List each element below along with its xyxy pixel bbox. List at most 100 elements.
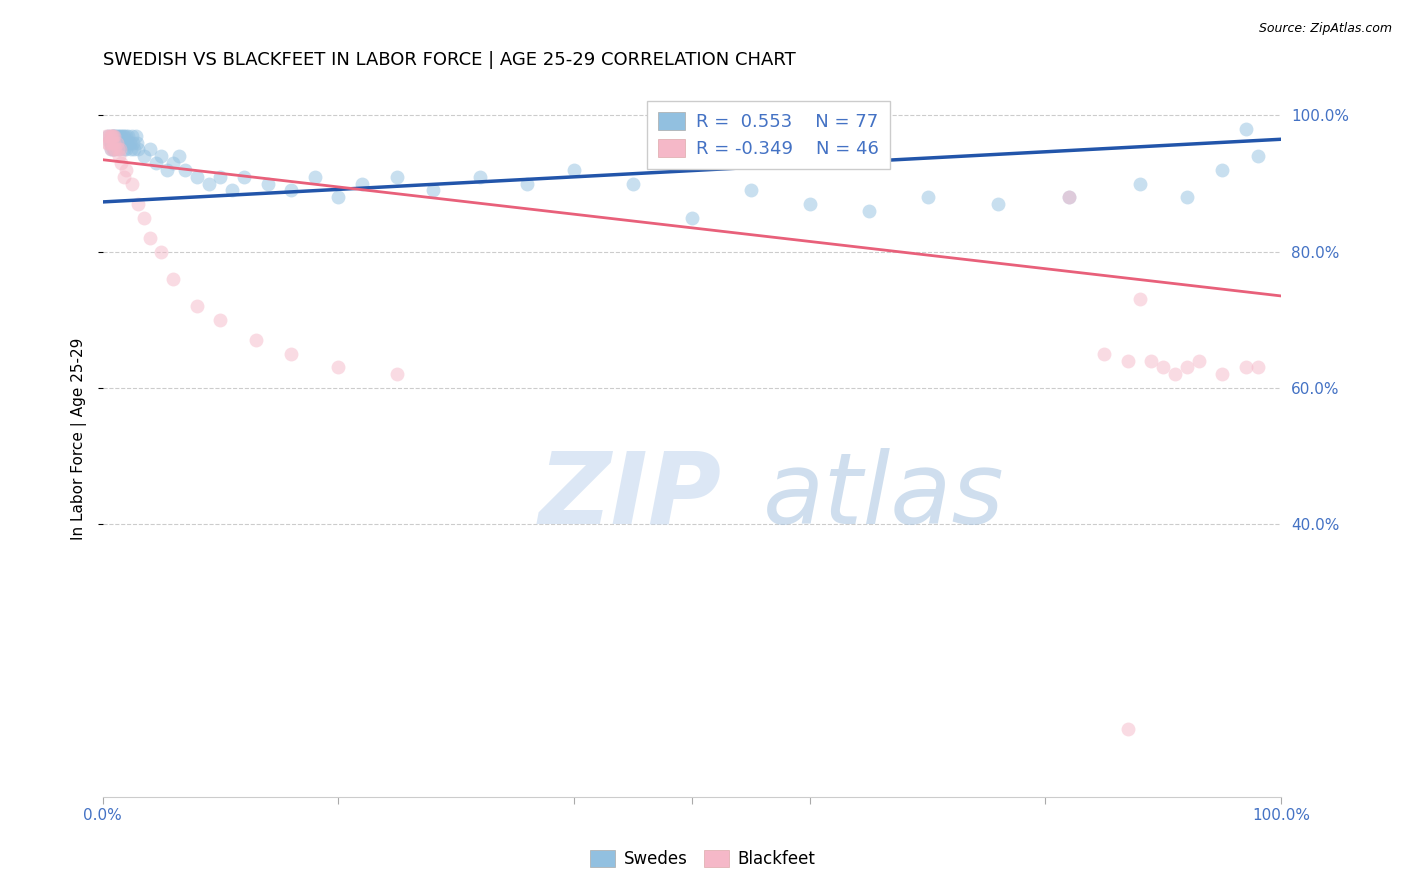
Point xyxy=(256,177,278,191)
Point xyxy=(112,128,135,143)
Point xyxy=(1246,149,1268,163)
Point xyxy=(108,143,131,157)
Point xyxy=(209,169,232,184)
Point xyxy=(111,136,134,150)
Point xyxy=(100,143,122,157)
Point xyxy=(162,156,184,170)
Point xyxy=(174,162,197,177)
Point xyxy=(304,169,326,184)
Point xyxy=(150,149,173,163)
Point xyxy=(799,197,821,211)
Point xyxy=(1175,190,1198,204)
Point xyxy=(917,190,939,204)
Point xyxy=(110,156,132,170)
Point xyxy=(104,128,127,143)
Point xyxy=(132,149,155,163)
Point xyxy=(138,143,160,157)
Point xyxy=(280,347,302,361)
Point xyxy=(1057,190,1080,204)
Point xyxy=(167,149,190,163)
Point xyxy=(103,136,125,150)
Y-axis label: In Labor Force | Age 25-29: In Labor Force | Age 25-29 xyxy=(72,338,87,541)
Point xyxy=(1092,347,1115,361)
Point xyxy=(221,183,243,197)
Point xyxy=(101,143,124,157)
Text: SWEDISH VS BLACKFEET IN LABOR FORCE | AGE 25-29 CORRELATION CHART: SWEDISH VS BLACKFEET IN LABOR FORCE | AG… xyxy=(103,51,796,69)
Point xyxy=(103,136,125,150)
Point xyxy=(105,136,128,150)
Text: ZIP: ZIP xyxy=(538,448,721,545)
Point xyxy=(112,143,135,157)
Point xyxy=(120,143,142,157)
Point xyxy=(1211,162,1233,177)
Point xyxy=(1152,360,1174,375)
Point xyxy=(1116,353,1139,368)
Point xyxy=(104,143,127,157)
Point xyxy=(385,368,408,382)
Point xyxy=(97,128,120,143)
Point xyxy=(121,128,143,143)
Point xyxy=(186,299,208,313)
Point xyxy=(101,143,124,157)
Point xyxy=(280,183,302,197)
Point xyxy=(233,169,256,184)
Point xyxy=(103,128,125,143)
Point xyxy=(122,136,145,150)
Point xyxy=(118,136,141,150)
Point xyxy=(127,143,149,157)
Point xyxy=(127,197,149,211)
Point xyxy=(197,177,219,191)
Point xyxy=(111,128,134,143)
Point xyxy=(1175,360,1198,375)
Point xyxy=(117,136,139,150)
Point xyxy=(104,136,127,150)
Point xyxy=(108,143,131,157)
Point xyxy=(1140,353,1163,368)
Text: atlas: atlas xyxy=(762,448,1004,545)
Point xyxy=(385,169,408,184)
Point xyxy=(107,136,129,150)
Point xyxy=(101,128,124,143)
Point xyxy=(115,143,138,157)
Point xyxy=(105,128,128,143)
Point xyxy=(1057,190,1080,204)
Point xyxy=(101,128,124,143)
Point xyxy=(108,136,131,150)
Text: Source: ZipAtlas.com: Source: ZipAtlas.com xyxy=(1258,22,1392,36)
Point xyxy=(468,169,491,184)
Point xyxy=(1164,368,1187,382)
Point xyxy=(103,128,125,143)
Point xyxy=(108,149,131,163)
Point xyxy=(121,177,143,191)
Point xyxy=(98,128,121,143)
Point xyxy=(1234,122,1257,136)
Point xyxy=(422,183,444,197)
Point xyxy=(101,128,124,143)
Point xyxy=(105,136,128,150)
Point xyxy=(108,128,131,143)
Point xyxy=(987,197,1010,211)
Point xyxy=(1187,353,1209,368)
Point xyxy=(107,128,129,143)
Point xyxy=(101,128,124,143)
Point xyxy=(186,169,208,184)
Point xyxy=(100,136,122,150)
Point xyxy=(1129,293,1152,307)
Point xyxy=(103,143,125,157)
Point xyxy=(96,136,118,150)
Point xyxy=(162,272,184,286)
Point xyxy=(681,211,703,225)
Point xyxy=(858,203,880,218)
Point xyxy=(1211,368,1233,382)
Point xyxy=(101,136,124,150)
Point xyxy=(156,162,179,177)
Point xyxy=(112,169,135,184)
Point xyxy=(740,183,762,197)
Point xyxy=(245,333,267,347)
Point xyxy=(328,360,350,375)
Legend: Swedes, Blackfeet: Swedes, Blackfeet xyxy=(583,843,823,875)
Point xyxy=(94,128,117,143)
Point xyxy=(115,136,138,150)
Point xyxy=(100,128,122,143)
Point xyxy=(145,156,167,170)
